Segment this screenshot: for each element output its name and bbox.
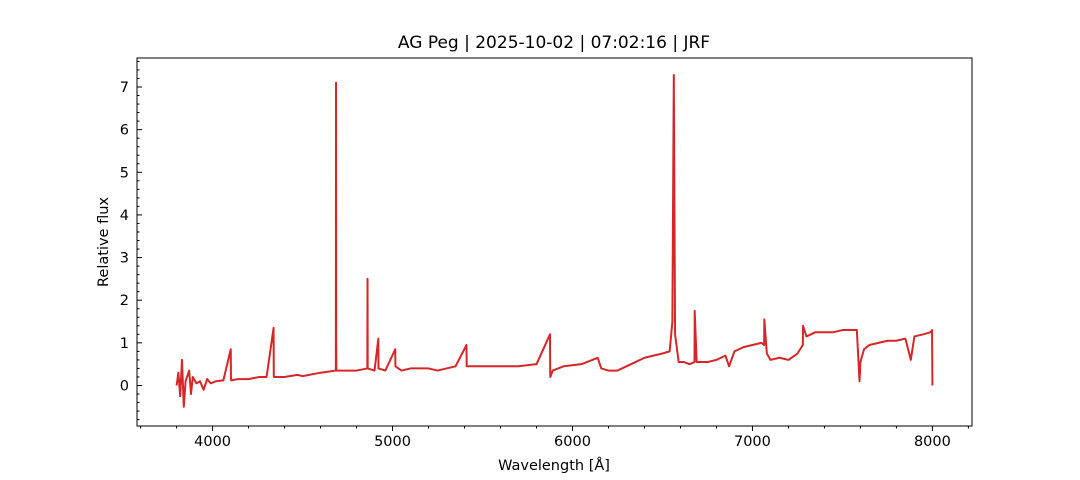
y-tick-label: 1 bbox=[120, 336, 129, 352]
x-tick-label: 8000 bbox=[914, 434, 951, 450]
plot-area bbox=[175, 74, 934, 408]
spectrum-line-0 bbox=[175, 74, 934, 408]
y-tick-label: 5 bbox=[120, 165, 129, 181]
x-axis-label: Wavelength [Å] bbox=[498, 457, 610, 474]
plot-frame bbox=[136, 57, 973, 427]
y-tick-label: 2 bbox=[120, 293, 129, 309]
y-axis: 0 1 2 3 4 5 6 7 bbox=[120, 60, 142, 421]
x-tick-label: 6000 bbox=[554, 434, 591, 450]
x-tick-label: 4000 bbox=[194, 434, 231, 450]
x-axis: 4000 5000 6000 7000 8000 bbox=[140, 426, 969, 450]
y-tick-label: 6 bbox=[120, 123, 129, 139]
y-tick-label: 7 bbox=[120, 80, 129, 96]
chart-title: AG Peg | 2025-10-02 | 07:02:16 | JRF bbox=[398, 33, 710, 53]
y-tick-label: 0 bbox=[120, 378, 129, 394]
x-tick-label: 7000 bbox=[734, 434, 771, 450]
y-tick-label: 4 bbox=[120, 208, 129, 224]
x-tick-label: 5000 bbox=[374, 434, 411, 450]
y-axis-label: Relative flux bbox=[96, 197, 112, 287]
y-tick-label: 3 bbox=[120, 251, 129, 267]
